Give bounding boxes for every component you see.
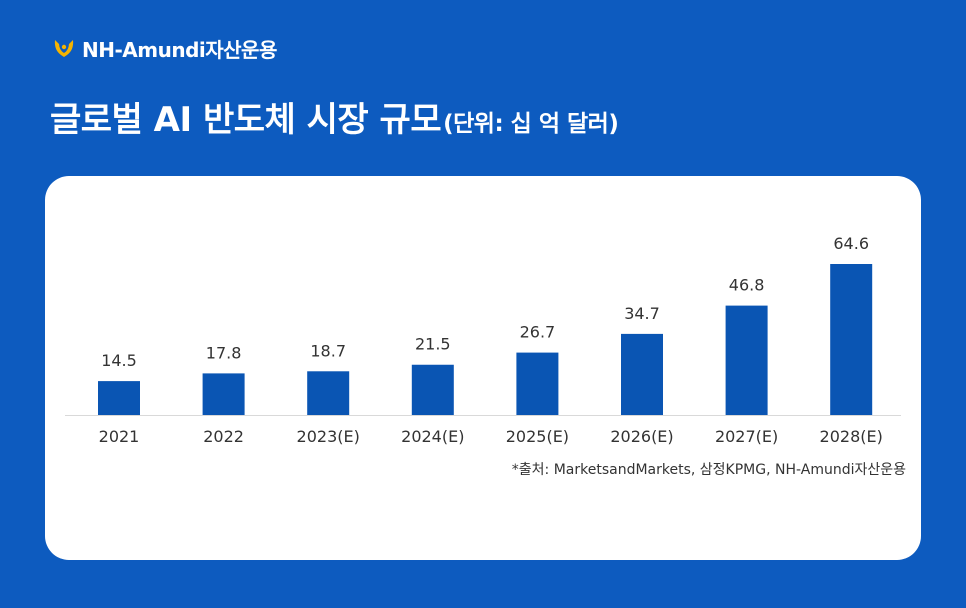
data-label: 17.8 [206,343,242,362]
brand-logo: NH-Amundi자산운용 [52,34,277,62]
data-label: 18.7 [310,341,346,360]
bar [411,364,454,415]
bar [202,373,245,415]
bar [516,352,559,415]
bar [98,381,140,415]
x-tick-label: 2026(E) [610,427,673,446]
bar-chart: 14.5 2021 17.8 2022 18.7 2023(E) 21.5 2024(E) 26… [65,234,901,446]
data-label: 14.5 [101,351,137,370]
chart-card: 14.5 2021 17.8 2022 18.7 2023(E) 21.5 2024(E) 26… [45,176,921,560]
bar [725,305,768,415]
bar [307,371,350,415]
x-tick-label: 2022 [203,427,244,446]
title-main: 글로벌 AI 반도체 시장 규모 [50,100,442,140]
bar [621,333,663,415]
bar [830,264,873,415]
brand-name: NH-Amundi자산운용 [82,37,277,62]
x-tick-label: 2024(E) [401,427,464,446]
title-unit: (단위: 십 억 달러) [443,111,619,137]
source-note: *출처: MarketsandMarkets, 삼정KPMG, NH-Amund… [511,462,906,478]
nh-logo-icon [54,40,74,57]
data-label: 64.6 [833,234,869,253]
x-tick-label: 2028(E) [820,427,883,446]
data-label: 34.7 [624,304,660,323]
x-tick-label: 2021 [99,427,140,446]
data-label: 26.7 [520,323,556,342]
x-tick-label: 2023(E) [297,427,360,446]
x-tick-label: 2025(E) [506,427,569,446]
page-title: 글로벌 AI 반도체 시장 규모 (단위: 십 억 달러) [50,92,619,141]
data-label: 46.8 [729,276,765,295]
data-label: 21.5 [415,335,451,354]
x-tick-label: 2027(E) [715,427,778,446]
